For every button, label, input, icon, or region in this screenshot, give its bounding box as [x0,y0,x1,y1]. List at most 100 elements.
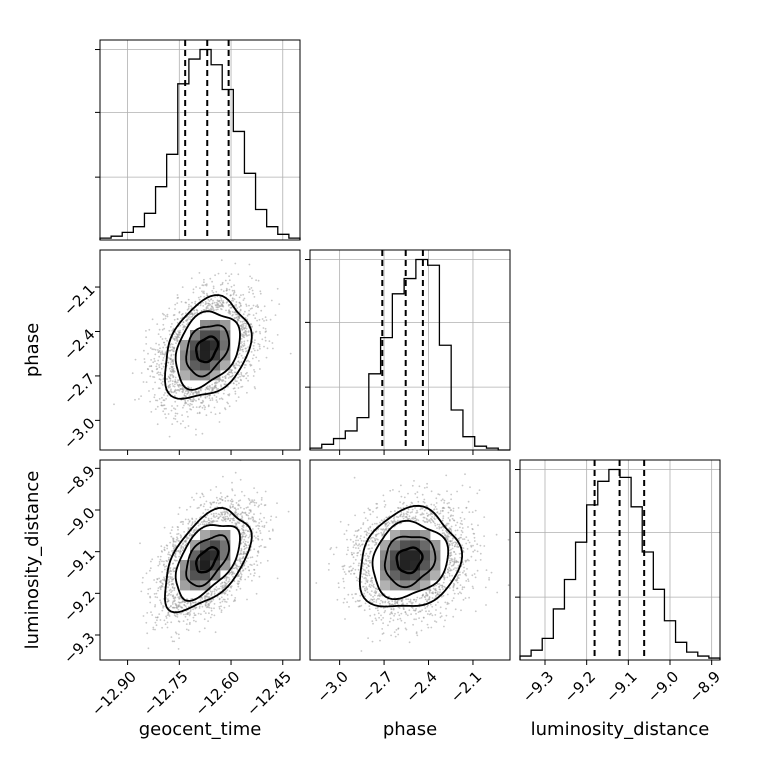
scatter-point [453,550,455,553]
scatter-point [222,305,225,308]
scatter-point [195,428,197,431]
scatter-point [253,296,256,298]
y-tick-label: −8.9 [60,462,98,500]
scatter-point [156,399,159,402]
scatter-point [176,339,179,341]
scatter-point [471,574,474,577]
scatter-point [189,610,192,613]
scatter-point [393,516,396,518]
scatter-point [478,489,481,491]
scatter-point [190,277,193,280]
scatter-point [205,500,208,503]
scatter-point [397,611,399,614]
scatter-point [253,548,256,551]
scatter-point [176,381,179,384]
scatter-point [184,426,187,429]
scatter-point [169,541,172,544]
scatter-point [204,406,207,409]
scatter-point [209,489,212,491]
scatter-point [237,315,239,318]
scatter-point [455,542,458,545]
scatter-point [400,612,403,615]
scatter-point [165,615,168,618]
scatter-point [238,306,241,308]
scatter-point [156,596,159,599]
scatter-point [204,283,207,286]
scatter-point [172,577,175,580]
scatter-point [185,395,187,398]
scatter-point [328,562,330,565]
density-cell [390,570,401,581]
scatter-point [245,333,247,335]
scatter-point [170,355,173,357]
scatter-point [235,371,237,374]
scatter-point [244,567,247,570]
scatter-point [223,577,226,580]
scatter-point [357,568,360,571]
scatter-point [233,298,236,300]
scatter-point [156,367,159,370]
scatter-point [145,330,147,332]
scatter-point [171,323,173,325]
scatter-point [163,399,166,402]
scatter-point [345,553,348,556]
scatter-point [247,379,250,382]
scatter-point [219,296,222,299]
scatter-point [206,395,209,398]
scatter-point [241,490,243,493]
scatter-point [363,609,366,612]
scatter-point [415,612,417,615]
scatter-point [166,594,169,597]
scatter-point [245,377,248,380]
scatter-point [141,581,144,584]
scatter-point [259,292,262,295]
scatter-point [177,532,180,535]
scatter-point [161,353,164,356]
scatter-point [171,550,173,552]
scatter-point [174,400,177,403]
scatter-point [247,506,249,509]
scatter-point [248,518,250,520]
scatter-point [192,616,195,619]
scatter-point [369,561,371,564]
scatter-point [457,574,460,577]
scatter-point [240,552,242,554]
scatter-point [268,530,270,532]
scatter-point [173,587,176,589]
scatter-point [212,287,215,290]
scatter-point [171,640,174,643]
scatter-point [153,396,156,399]
scatter-point [198,607,201,609]
scatter-point [174,303,177,306]
scatter-point [177,606,180,608]
scatter-point [449,540,452,543]
scatter-point [443,502,445,504]
scatter-point [454,529,457,532]
y-axis-label-phase: phase [22,323,43,377]
scatter-point [190,316,192,318]
scatter-point [236,307,239,310]
scatter-point [395,516,398,518]
scatter-point [195,309,198,311]
scatter-point [177,648,180,650]
scatter-point [223,606,226,609]
scatter-point [164,392,166,394]
scatter-point [470,555,473,558]
scatter-point [113,403,115,406]
scatter-point [458,538,460,540]
scatter-point [452,507,455,510]
density-cell [220,560,231,571]
scatter-point [175,342,177,344]
scatter-point [230,570,233,573]
scatter-point [172,543,175,546]
scatter-point [244,547,247,550]
scatter-point [240,294,242,297]
scatter-point [211,590,214,593]
scatter-point [171,526,174,528]
density-cell [180,370,191,381]
scatter-point [373,600,375,603]
scatter-point [252,304,255,307]
scatter-point [217,392,220,394]
scatter-point [187,415,189,418]
scatter-point [158,561,161,563]
